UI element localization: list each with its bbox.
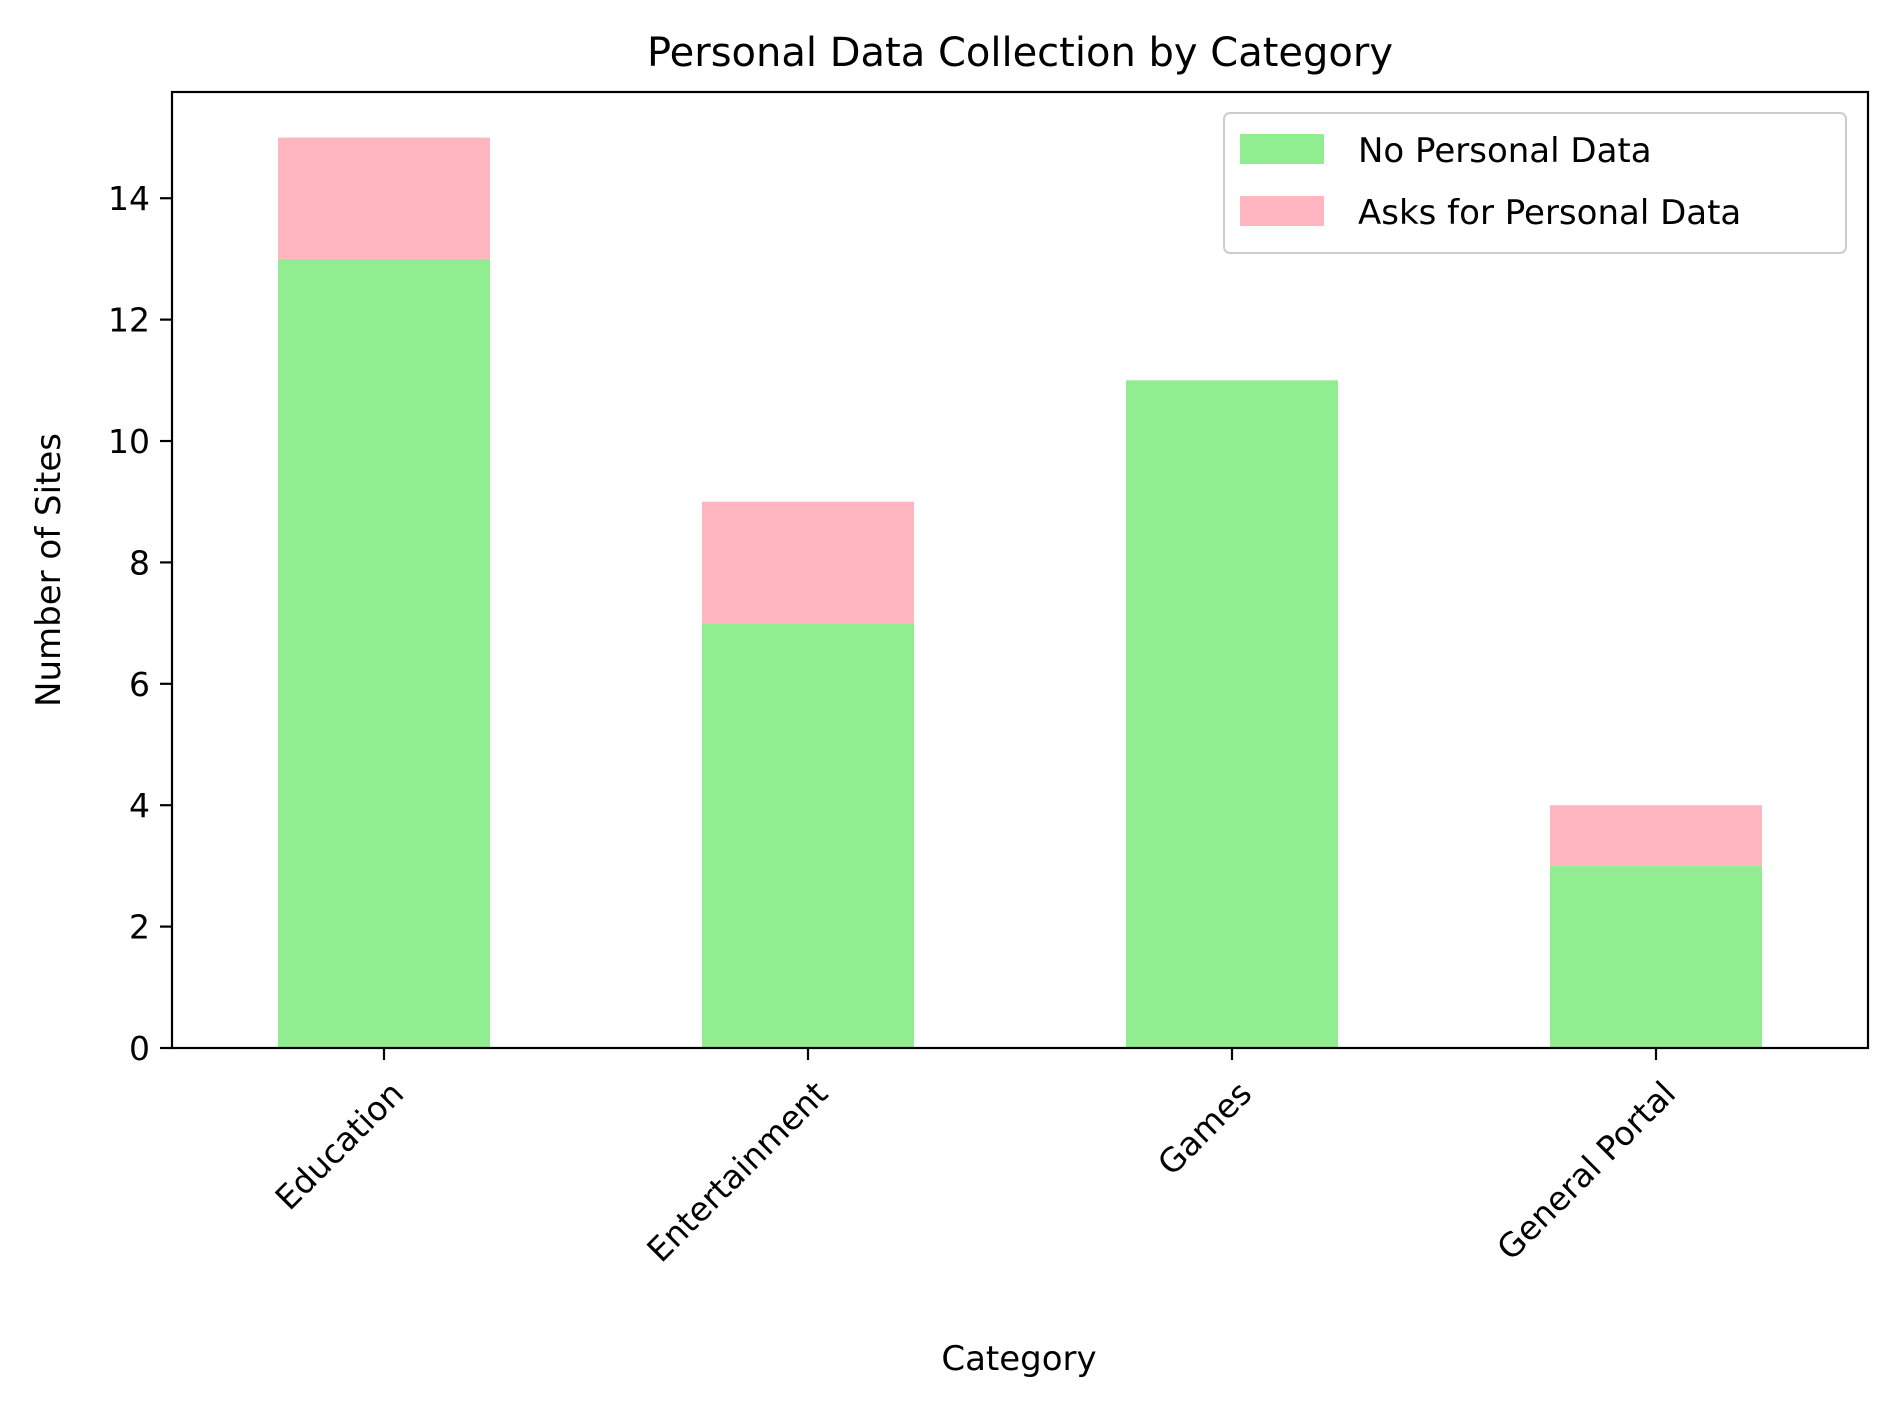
x-axis: Education Entertainment Games General Porta…: [267, 1048, 1683, 1270]
bar-education-series-0: [278, 258, 490, 1048]
plot-frame: [170, 90, 1870, 1050]
y-tick-label: 0: [129, 1029, 150, 1068]
legend-label: Asks for Personal Data: [1358, 193, 1741, 233]
x-tick-label: Games: [1150, 1074, 1259, 1183]
y-tick-label: 4: [129, 786, 150, 825]
x-axis-label: Category: [941, 1339, 1096, 1379]
chart-title: Personal Data Collection by Category: [647, 30, 1393, 76]
y-tick-label: 12: [108, 301, 150, 340]
bar-entertainment-series-1: [702, 501, 914, 624]
legend-swatch: [1240, 196, 1324, 226]
bars-group: [278, 137, 1762, 1048]
legend: No Personal Data Asks for Personal Data: [1223, 112, 1847, 254]
x-tick-label: Education: [267, 1074, 411, 1218]
bar-games-series-0: [1126, 380, 1338, 1048]
y-tick-label: 8: [129, 543, 150, 582]
y-tick-label: 2: [129, 908, 150, 947]
y-tick-label: 14: [108, 179, 150, 218]
y-tick-label: 10: [108, 422, 150, 461]
legend-swatch: [1240, 134, 1324, 164]
bar-general-portal-series-1: [1550, 805, 1762, 866]
legend-label: No Personal Data: [1358, 131, 1652, 171]
bar-education-series-1: [278, 137, 490, 259]
legend-box: [1223, 112, 1847, 254]
y-axis-label: Number of Sites: [29, 433, 69, 707]
plot-area: [170, 90, 1870, 1050]
x-tick-label: General Portal: [1489, 1074, 1683, 1268]
bar-general-portal-series-0: [1550, 865, 1762, 1048]
x-tick-label: Entertainment: [639, 1074, 835, 1270]
y-axis: 0 2 4 6 8 10 12 14: [108, 179, 172, 1068]
bar-entertainment-series-0: [702, 623, 914, 1048]
y-tick-label: 6: [129, 665, 150, 704]
